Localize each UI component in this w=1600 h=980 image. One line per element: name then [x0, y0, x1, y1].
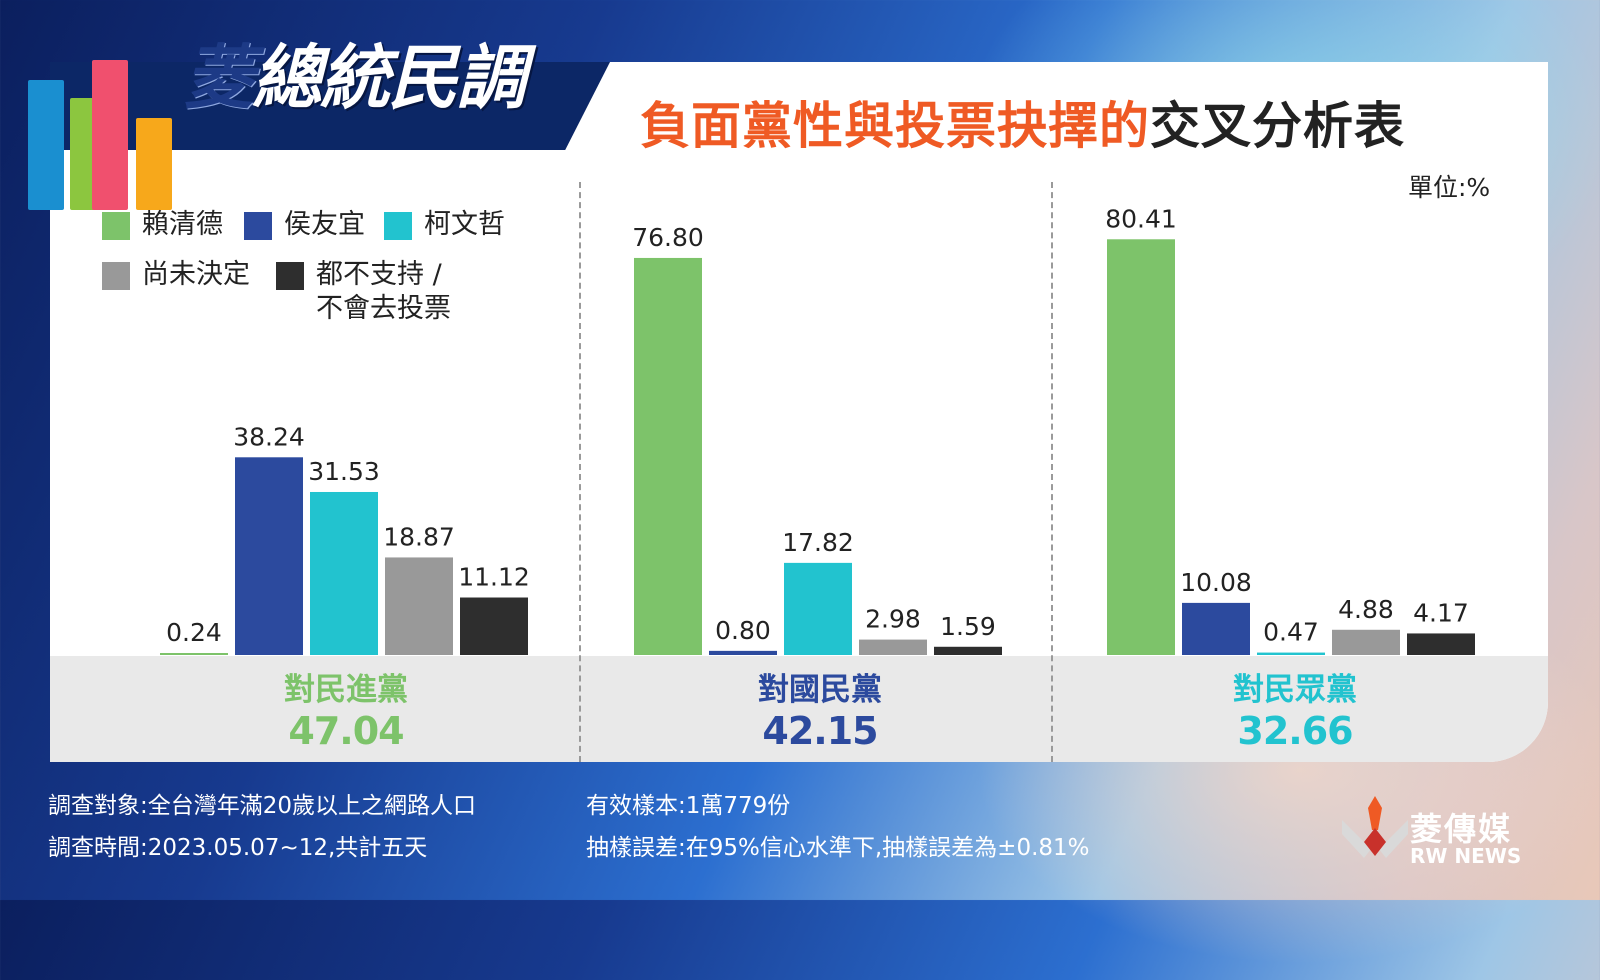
- legend-swatch: [384, 212, 412, 240]
- bar: [709, 650, 777, 655]
- group-label-tpp: 對民眾黨 32.66: [1195, 664, 1395, 753]
- bar-value-label: 4.17: [1413, 598, 1469, 627]
- bar-value-label: 31.53: [308, 457, 380, 486]
- brand-name: 菱傳媒: [1410, 810, 1513, 848]
- legend-label: 柯文哲: [424, 209, 505, 240]
- bar-value-label: 76.80: [632, 223, 704, 252]
- bar-value-label: 0.47: [1263, 618, 1319, 647]
- legend-item-ko: 柯文哲: [384, 208, 505, 242]
- bar: [160, 653, 228, 655]
- logo-bars-icon: [24, 30, 184, 210]
- bar: [1182, 602, 1250, 655]
- bar: [1407, 633, 1475, 655]
- bar: [1332, 629, 1400, 655]
- bar-value-label: 11.12: [458, 563, 530, 592]
- bar: [934, 646, 1002, 655]
- legend-swatch: [102, 212, 130, 240]
- legend-swatch: [102, 262, 130, 290]
- bar: [310, 491, 378, 655]
- bar-value-label: 1.59: [940, 612, 996, 641]
- bar-value-label: 80.41: [1105, 204, 1177, 233]
- bar: [1257, 652, 1325, 655]
- group-divider: [1051, 182, 1053, 762]
- chart-panel: [50, 62, 1548, 762]
- group-divider: [579, 182, 581, 762]
- bar: [634, 257, 702, 655]
- footer-survey-time: 調查時間:2023.05.07~12,共計五天: [48, 835, 428, 861]
- group-name: 對民進黨: [284, 672, 408, 708]
- logo-text: 菱總統民調: [184, 37, 526, 119]
- title-highlight: 負面黨性與投票抉擇的: [640, 97, 1150, 155]
- legend-item-none: 都不支持 / 不會去投票: [276, 258, 451, 326]
- bar: [784, 562, 852, 655]
- legend-label: 賴清德: [142, 209, 223, 240]
- bar-value-label: 10.08: [1180, 568, 1252, 597]
- bar-value-label: 38.24: [233, 422, 305, 451]
- group-total: 32.66: [1237, 709, 1353, 753]
- brand-logo-icon: [1342, 796, 1408, 858]
- group-name: 對民眾黨: [1233, 672, 1357, 708]
- bar-value-label: 18.87: [383, 522, 455, 551]
- group-label-kmt: 對國民黨 42.15: [720, 664, 920, 753]
- legend-item-hou: 侯友宜: [244, 208, 365, 242]
- bar-value-label: 0.80: [715, 616, 771, 645]
- footer-survey-target: 調查對象:全台灣年滿20歲以上之網路人口: [48, 793, 477, 819]
- unit-label: 單位:%: [1408, 173, 1491, 202]
- bar: [1107, 239, 1175, 655]
- bar: [460, 597, 528, 655]
- legend-swatch: [244, 212, 272, 240]
- bar-value-label: 0.24: [166, 618, 222, 647]
- bar: [235, 457, 303, 655]
- legend-label: 都不支持 / 不會去投票: [316, 259, 451, 324]
- legend-label: 侯友宜: [284, 209, 365, 240]
- page-title: 負面黨性與投票抉擇的交叉分析表: [640, 86, 1405, 158]
- bar-value-label: 17.82: [782, 528, 854, 557]
- legend-swatch: [276, 262, 304, 290]
- group-total: 42.15: [762, 709, 878, 753]
- group-label-dpp: 對民進黨 47.04: [246, 664, 446, 753]
- title-rest: 交叉分析表: [1150, 97, 1405, 155]
- legend-item-lai: 賴清德: [102, 208, 223, 242]
- group-name: 對國民黨: [758, 672, 882, 708]
- brand-subtitle: RW NEWS: [1410, 844, 1522, 868]
- group-total: 47.04: [288, 709, 404, 753]
- footer-sample: 有效樣本:1萬779份: [586, 793, 791, 819]
- group-label-band: [50, 656, 1548, 762]
- bar-value-label: 4.88: [1338, 595, 1394, 624]
- bar: [385, 557, 453, 655]
- bar: [859, 639, 927, 655]
- legend-label: 尚未決定: [142, 259, 250, 290]
- legend-item-undecided: 尚未決定: [102, 258, 250, 292]
- bar-value-label: 2.98: [865, 605, 921, 634]
- footer-error: 抽樣誤差:在95%信心水準下,抽樣誤差為±0.81%: [586, 835, 1090, 861]
